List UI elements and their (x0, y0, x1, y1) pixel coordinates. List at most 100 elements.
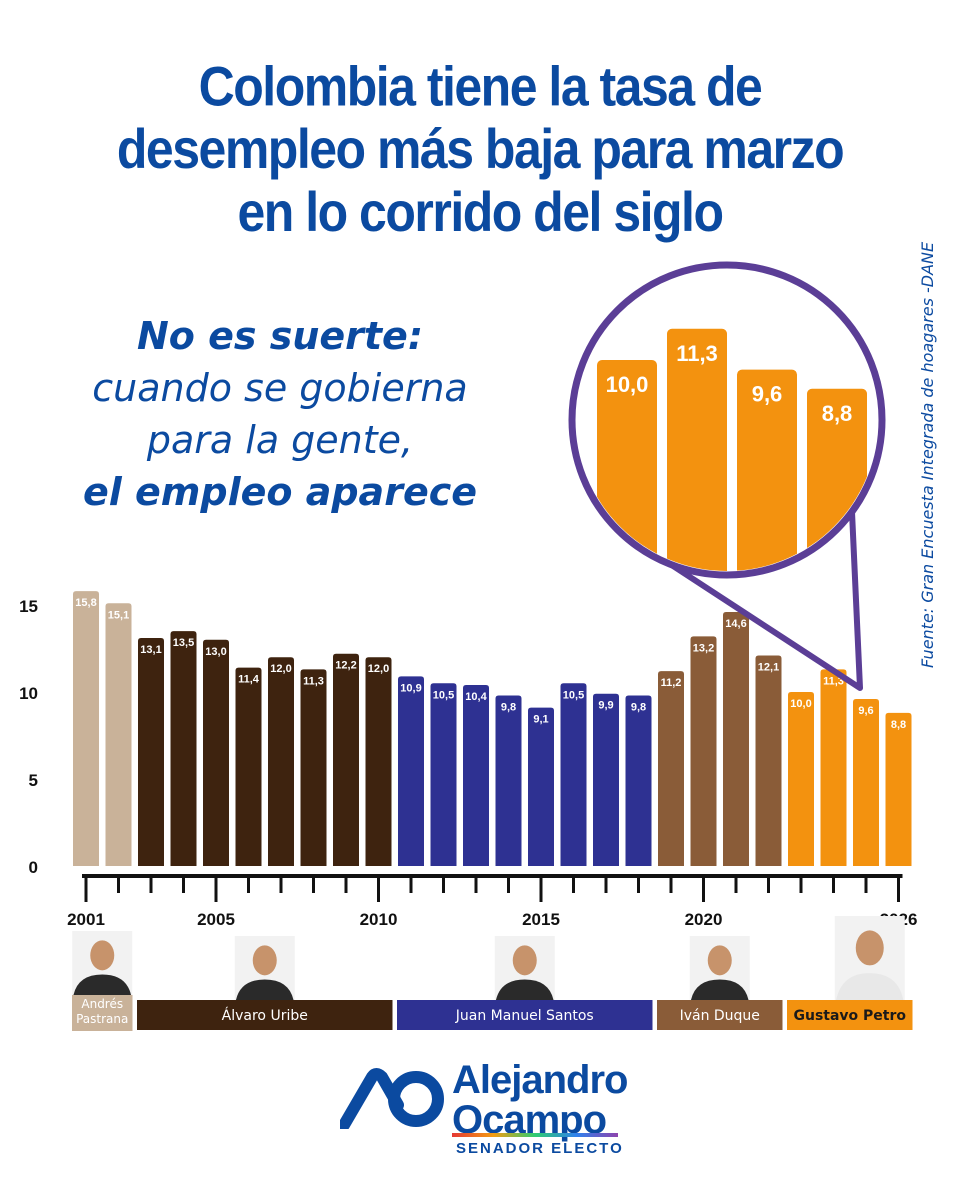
president-name: Pastrana (76, 1012, 128, 1026)
bar (170, 631, 197, 866)
bar-value-label: 9,1 (533, 714, 548, 726)
x-tick-label: 2020 (685, 910, 723, 929)
president-band (72, 995, 133, 1031)
bar (723, 611, 749, 866)
bar-value-label: 12,0 (368, 663, 389, 675)
y-tick-label: 0 (29, 858, 38, 877)
portrait-body-icon (690, 979, 749, 1000)
president-band (137, 1000, 393, 1030)
bar (430, 683, 457, 866)
bar (203, 639, 229, 866)
bar-value-label: 10,0 (790, 698, 811, 710)
bar (105, 603, 132, 866)
y-tick-label: 5 (29, 771, 38, 790)
zoom-bar-label: 11,3 (676, 341, 718, 366)
portrait-face-icon (512, 945, 537, 976)
bar-value-label: 11,2 (661, 677, 682, 689)
logo-stripe (452, 1133, 618, 1137)
bar-value-label: 9,8 (631, 701, 646, 713)
bar-value-label: 11,3 (303, 675, 324, 687)
bar (788, 692, 814, 866)
bar-value-label: 12,2 (335, 660, 356, 672)
headline-line-1: Colombia tiene la tasa de (198, 55, 763, 118)
bar-value-label: 9,6 (858, 705, 873, 717)
bar (885, 712, 912, 866)
bar (755, 655, 782, 866)
bar (300, 669, 327, 866)
zoom-bar-label: 9,6 (752, 382, 783, 407)
logo-tagline: SENADOR ELECTO (456, 1140, 624, 1157)
quote-line-1: No es suerte: (136, 314, 424, 358)
portrait-body-icon (495, 979, 554, 1000)
bar-value-label: 8,8 (891, 719, 906, 731)
bar (625, 695, 652, 866)
y-tick-label: 10 (19, 684, 38, 703)
logo-mark-icon (340, 1068, 444, 1129)
quote-line-2: cuando se gobierna (92, 366, 468, 410)
president-band (787, 1000, 913, 1030)
x-tick-label: 2005 (197, 910, 235, 929)
zoom-bar-label: 8,8 (822, 401, 853, 426)
headline-line-2: desempleo más baja para marzo (116, 117, 845, 181)
portrait-face-icon (707, 945, 732, 976)
portrait-body-icon (73, 974, 132, 995)
portrait-body-icon (836, 973, 904, 1000)
bar-value-label: 14,6 (725, 618, 746, 630)
president-band (657, 1000, 783, 1030)
bar (398, 676, 424, 866)
bar-value-label: 9,9 (598, 700, 613, 712)
x-tick-label: 2015 (522, 910, 560, 929)
headline: Colombia tiene la tasa de desempleo más … (60, 55, 900, 243)
y-tick-label: 15 (19, 597, 38, 616)
x-tick-label: 2001 (67, 910, 105, 929)
portrait-face-icon (90, 940, 115, 971)
bar-value-label: 12,0 (270, 663, 291, 675)
bar-value-label: 13,5 (173, 637, 194, 649)
bar-value-label: 13,2 (693, 642, 714, 654)
bar (658, 671, 684, 866)
bar-value-label: 11,4 (238, 674, 260, 686)
bar (820, 669, 847, 866)
president-name: Iván Duque (680, 1008, 760, 1024)
x-tick-label: 2010 (360, 910, 398, 929)
bar-value-label: 10,5 (433, 689, 454, 701)
headline-line-3: en lo corrido del siglo (237, 180, 724, 244)
bar-value-label: 10,4 (465, 691, 487, 703)
bar-value-label: 13,0 (205, 646, 226, 658)
portrait-face-icon (855, 930, 884, 966)
bar (690, 636, 717, 866)
president-name: Andrés (81, 997, 123, 1011)
president-name: Álvaro Uribe (222, 1007, 308, 1024)
bar (853, 698, 879, 866)
bar (495, 695, 522, 866)
bar (333, 653, 359, 866)
bar-value-label: 13,1 (140, 644, 161, 656)
bar-value-label: 11,3 (823, 675, 844, 687)
bar-value-label: 10,9 (400, 682, 421, 694)
logo-name: Alejandro Ocampo (452, 1058, 628, 1140)
bar-value-label: 10,5 (563, 689, 584, 701)
bar (463, 685, 489, 866)
zoom-bar (667, 328, 727, 571)
bar (138, 638, 164, 866)
bar-value-label: 15,8 (75, 597, 96, 609)
portrait-face-icon (252, 945, 277, 976)
bar (560, 683, 587, 866)
bar-value-label: 9,8 (501, 701, 516, 713)
logo-line-1: Alejandro (452, 1058, 628, 1102)
quote-line-3: para la gente, (146, 418, 414, 462)
zoom-bar-label: 10,0 (606, 372, 649, 397)
president-name: Gustavo Petro (793, 1008, 906, 1024)
zoom-bar (737, 369, 797, 571)
bar (268, 657, 294, 866)
president-name: Juan Manuel Santos (455, 1008, 594, 1024)
quote-line-4: el empleo aparece (82, 470, 478, 514)
bar (528, 707, 554, 866)
bar (235, 667, 262, 866)
bar (365, 657, 392, 866)
tagline-quote: No es suerte: cuando se gobierna para la… (20, 310, 540, 518)
bar-value-label: 15,1 (108, 609, 129, 621)
portrait-body-icon (235, 979, 294, 1000)
president-band (397, 1000, 653, 1030)
